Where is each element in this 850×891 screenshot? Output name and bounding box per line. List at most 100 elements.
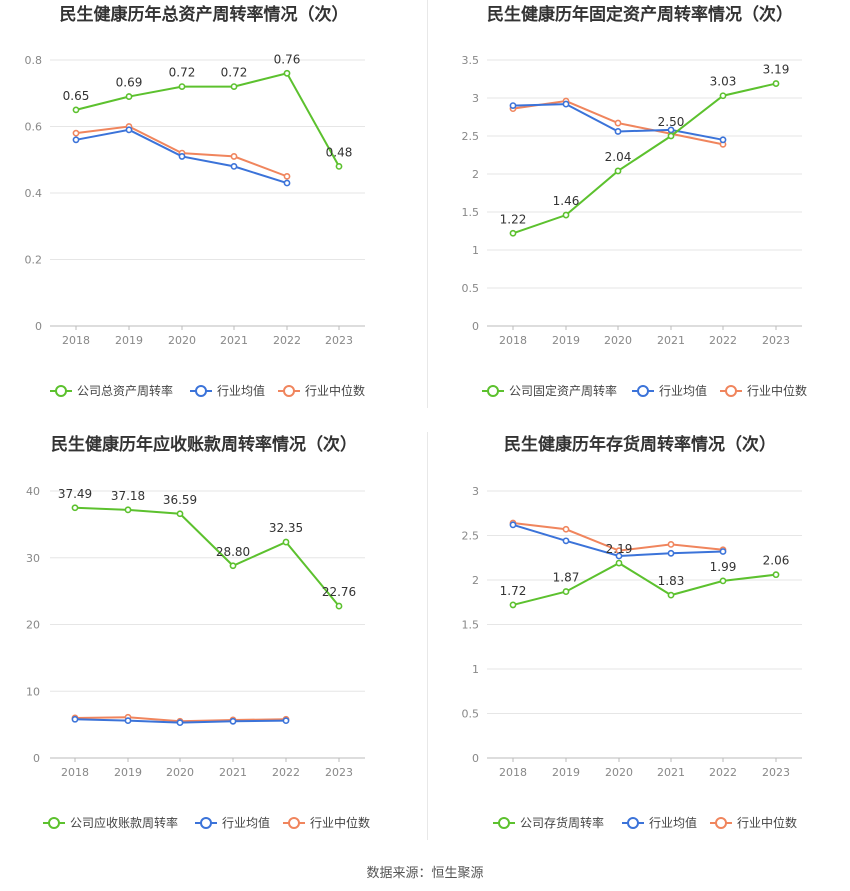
x-tick-label: 2021 — [657, 766, 685, 779]
data-point-median — [667, 541, 675, 548]
data-point-company — [719, 92, 727, 100]
x-tick-label: 2020 — [166, 766, 194, 779]
data-point-company — [509, 601, 517, 609]
legend-marker — [725, 385, 737, 397]
chart-title: 民生健康历年固定资产周转率情况（次） — [487, 4, 793, 25]
data-label: 28.80 — [216, 545, 250, 559]
x-tick-label: 2021 — [657, 334, 685, 347]
legend-marker — [288, 817, 300, 829]
legend-marker — [55, 385, 67, 397]
data-label: 1.83 — [658, 574, 685, 588]
data-point-median — [283, 172, 291, 180]
data-point-company — [125, 93, 133, 100]
data-point-company — [667, 132, 675, 140]
data-point-avg — [230, 162, 238, 170]
vertical-divider-bottom — [427, 432, 428, 840]
y-tick-label: 2 — [472, 574, 479, 587]
y-tick-label: 3 — [472, 485, 479, 498]
data-label: 36.59 — [163, 493, 197, 507]
data-point-avg — [562, 100, 570, 108]
y-tick-label: 30 — [26, 552, 40, 565]
y-tick-label: 0.4 — [25, 187, 43, 200]
data-point-avg — [71, 715, 79, 723]
x-tick-label: 2018 — [499, 766, 527, 779]
data-point-avg — [614, 128, 622, 135]
x-tick-label: 2022 — [273, 334, 301, 347]
x-tick-label: 2019 — [115, 334, 143, 347]
legend-marker — [487, 385, 499, 397]
data-point-median — [562, 525, 570, 533]
data-point-avg — [667, 126, 675, 134]
data-label: 0.72 — [221, 66, 248, 80]
data-point-avg — [667, 549, 675, 557]
chart-panel-2: 民生健康历年固定资产周转率情况（次） 0 0.5 1 1.5 2 2.5 3 3.5 2018 20… — [462, 4, 808, 398]
data-point-avg — [509, 521, 517, 529]
data-label: 3.19 — [763, 63, 790, 77]
legend-marker — [283, 385, 295, 397]
data-label: 1.46 — [553, 194, 580, 208]
data-label: 2.19 — [606, 542, 633, 556]
data-source: 数据来源：恒生聚源 — [366, 866, 484, 881]
y-tick-label: 20 — [26, 619, 40, 632]
vertical-divider-top — [427, 0, 428, 408]
x-tick-label: 2018 — [61, 766, 89, 779]
chart-panel-3: 民生健康历年应收账款周转率情况（次） 0 10 20 30 40 2018 2019 2020 2… — [26, 434, 370, 830]
data-label: 0.72 — [169, 66, 196, 80]
legend-label: 公司应收账款周转率 — [70, 815, 178, 830]
legend-label: 行业中位数 — [305, 383, 365, 398]
x-tick-label: 2022 — [272, 766, 300, 779]
x-tick-label: 2023 — [325, 766, 353, 779]
data-point-company — [719, 577, 727, 585]
data-point-company — [283, 69, 291, 77]
legend-item-company: 公司固定资产周转率 — [482, 383, 617, 398]
data-label: 0.69 — [116, 76, 143, 90]
legend-item-avg: 行业均值 — [622, 815, 697, 830]
y-tick-label: 2 — [472, 168, 479, 181]
data-point-company — [71, 504, 79, 512]
legend-item-median: 行业中位数 — [720, 383, 807, 398]
data-point-avg — [125, 126, 133, 134]
legend-label: 公司固定资产周转率 — [509, 383, 617, 398]
data-label: 1.99 — [710, 560, 737, 574]
x-tick-label: 2023 — [325, 334, 353, 347]
legend-label: 公司总资产周转率 — [77, 383, 173, 398]
data-point-avg — [124, 717, 132, 725]
legend-label: 行业中位数 — [747, 383, 807, 398]
legend-label: 行业中位数 — [310, 815, 370, 830]
legend-marker — [48, 817, 60, 829]
legend-item-median: 行业中位数 — [710, 815, 797, 830]
x-tick-label: 2018 — [62, 334, 90, 347]
data-point-avg — [178, 153, 186, 160]
y-tick-label: 40 — [26, 485, 40, 498]
x-tick-label: 2020 — [168, 334, 196, 347]
x-tick-label: 2023 — [762, 334, 790, 347]
data-label: 1.22 — [500, 212, 527, 226]
legend-item-company: 公司应收账款周转率 — [43, 815, 178, 830]
data-point-avg — [229, 717, 237, 725]
y-tick-label: 10 — [26, 685, 40, 698]
data-point-company — [72, 106, 80, 114]
y-tick-label: 1 — [472, 663, 479, 676]
data-point-company — [178, 83, 186, 90]
y-tick-label: 3 — [472, 92, 479, 105]
y-tick-label: 1.5 — [462, 206, 480, 219]
y-tick-label: 1.5 — [462, 619, 480, 632]
legend-label: 行业均值 — [217, 383, 265, 398]
legend-item-avg: 行业均值 — [195, 815, 270, 830]
legend-marker — [195, 385, 207, 397]
x-tick-label: 2023 — [762, 766, 790, 779]
data-label: 22.76 — [322, 585, 356, 599]
data-point-avg — [615, 552, 623, 560]
legend-item-median: 行业中位数 — [278, 383, 365, 398]
series-line-company — [512, 82, 777, 235]
data-point-avg — [176, 719, 184, 727]
data-point-avg — [282, 717, 290, 725]
x-tick-label: 2019 — [552, 766, 580, 779]
series-line-company — [75, 72, 340, 167]
y-tick-label: 1 — [472, 244, 479, 257]
data-point-avg — [562, 537, 570, 545]
data-point-company — [562, 211, 570, 219]
data-point-avg — [719, 548, 727, 555]
data-label: 3.03 — [710, 75, 737, 89]
x-tick-label: 2018 — [499, 334, 527, 347]
